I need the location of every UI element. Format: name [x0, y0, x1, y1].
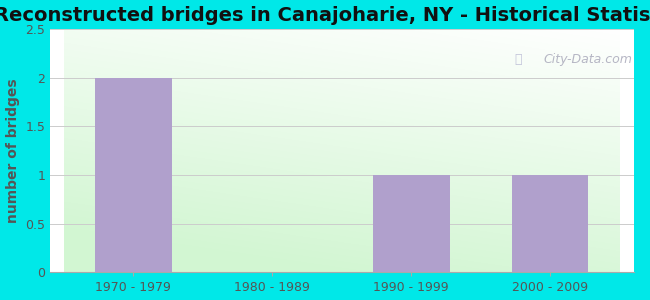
Text: Ⓡ: Ⓡ — [514, 53, 521, 66]
Bar — [373, 175, 450, 272]
Bar — [512, 175, 588, 272]
Text: City-Data.com: City-Data.com — [543, 53, 632, 66]
Title: Reconstructed bridges in Canajoharie, NY - Historical Statistics: Reconstructed bridges in Canajoharie, NY… — [0, 6, 650, 25]
Bar — [95, 78, 172, 272]
Y-axis label: number of bridges: number of bridges — [6, 78, 20, 223]
